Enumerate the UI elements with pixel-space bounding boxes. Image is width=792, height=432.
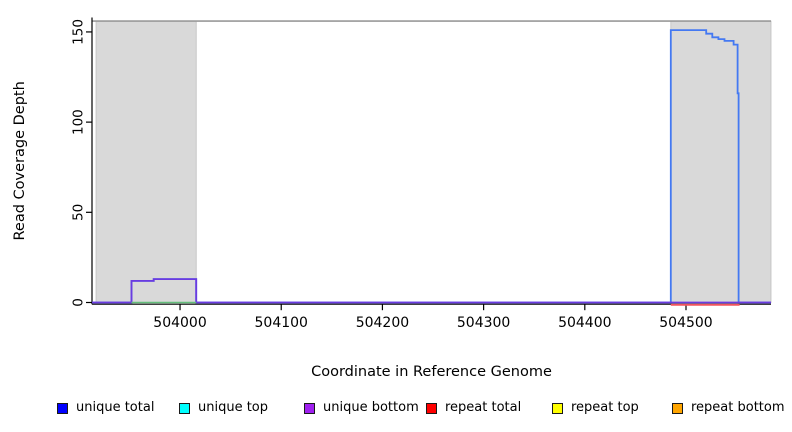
legend-swatch-icon	[552, 402, 563, 414]
legend-item-unique-total: unique total	[57, 400, 154, 416]
left-masked-region	[95, 20, 197, 303]
legend-label: unique total	[76, 400, 155, 415]
right-masked-region	[670, 20, 772, 303]
y-tick-label: 150	[71, 19, 87, 45]
y-tick-label: 0	[71, 298, 87, 307]
legend-swatch-icon	[179, 402, 190, 414]
series-unique-bottom	[92, 278, 771, 304]
x-tick-label: 504200	[356, 315, 409, 331]
x-axis-title: Coordinate in Reference Genome	[311, 364, 552, 380]
legend-swatch-icon	[672, 402, 683, 414]
legend-swatch-icon	[57, 402, 68, 414]
coverage-chart: 0 50 100 150 504000 504100 504200 504300 504400 5…	[12, 17, 772, 380]
legend-swatch-icon	[304, 402, 315, 414]
y-tick-label: 50	[71, 204, 87, 221]
x-tick-label: 504300	[457, 315, 510, 331]
x-tick-label: 504500	[659, 315, 712, 331]
x-tick-label: 504000	[153, 315, 206, 331]
legend-label: unique bottom	[323, 400, 419, 415]
legend-item-repeat-total: repeat total	[426, 400, 521, 416]
y-axis-title: Read Coverage Depth	[12, 81, 28, 240]
legend-item-unique-top: unique top	[179, 400, 268, 416]
legend-label: repeat bottom	[691, 400, 785, 415]
legend-item-repeat-top: repeat top	[552, 400, 639, 416]
legend-label: repeat top	[571, 400, 639, 415]
legend-swatch-icon	[426, 402, 437, 414]
x-tick-label: 504400	[558, 315, 611, 331]
chart-legend: unique total unique top unique bottom repea…	[0, 398, 792, 420]
legend-item-unique-bottom: unique bottom	[304, 400, 419, 416]
y-tick-label: 100	[71, 109, 87, 135]
legend-label: repeat total	[445, 400, 522, 415]
x-tick-label: 504100	[255, 315, 308, 331]
legend-item-repeat-bottom: repeat bottom	[672, 400, 785, 416]
legend-label: unique top	[198, 400, 269, 415]
